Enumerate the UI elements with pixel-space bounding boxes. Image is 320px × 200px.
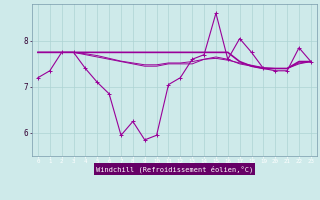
X-axis label: Windchill (Refroidissement éolien,°C): Windchill (Refroidissement éolien,°C) — [96, 165, 253, 173]
